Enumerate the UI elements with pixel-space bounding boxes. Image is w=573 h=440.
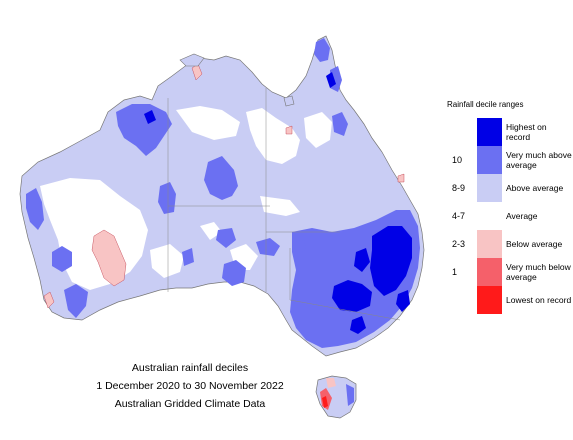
legend-decile: 4-7 xyxy=(452,211,466,221)
legend-label: Highest on record xyxy=(506,122,547,142)
legend-label: Lowest on record xyxy=(506,295,572,305)
legend-label: Above average xyxy=(506,183,564,193)
legend-item-very-much-below-average: 1 Very much below average xyxy=(452,258,571,286)
state-boundaries xyxy=(167,88,401,321)
legend-swatch xyxy=(477,118,502,146)
map-title: Australian rainfall deciles xyxy=(131,362,249,374)
legend-swatch xyxy=(477,146,502,174)
legend-swatch xyxy=(477,202,502,230)
legend-decile: 10 xyxy=(452,155,463,165)
tasmania xyxy=(315,375,357,419)
legend-item-average: 4-7 Average xyxy=(452,202,568,230)
legend-decile: 2-3 xyxy=(452,239,466,249)
legend-item-very-much-above-average: 10 Very much above average xyxy=(452,146,572,174)
legend-title: Rainfall decile ranges xyxy=(447,100,524,109)
legend-label: Very much below average xyxy=(506,262,571,282)
legend-swatch xyxy=(477,230,502,258)
legend-item-highest-on-record: Highest on record xyxy=(452,118,568,146)
legend-decile: 1 xyxy=(452,267,458,277)
legend-label: Below average xyxy=(506,239,563,249)
legend-swatch xyxy=(477,174,502,202)
groote-eylandt xyxy=(283,95,295,107)
melville-island xyxy=(179,53,205,67)
legend-item-lowest-on-record: Lowest on record xyxy=(452,286,571,314)
map-data-source: Australian Gridded Climate Data xyxy=(114,398,266,410)
legend-decile: 8-9 xyxy=(452,183,466,193)
highest-on-record-regions xyxy=(144,72,412,334)
legend-swatch xyxy=(477,258,502,286)
map-date-range: 1 December 2020 to 30 November 2022 xyxy=(96,380,284,392)
legend-swatch xyxy=(477,286,502,314)
legend-item-below-average: 2-3 Below average xyxy=(452,230,568,258)
legend-label: Average xyxy=(506,211,538,221)
legend-label: Very much above average xyxy=(506,150,572,170)
below-average-regions xyxy=(43,63,405,309)
legend-item-above-average: 8-9 Above average xyxy=(452,174,568,202)
